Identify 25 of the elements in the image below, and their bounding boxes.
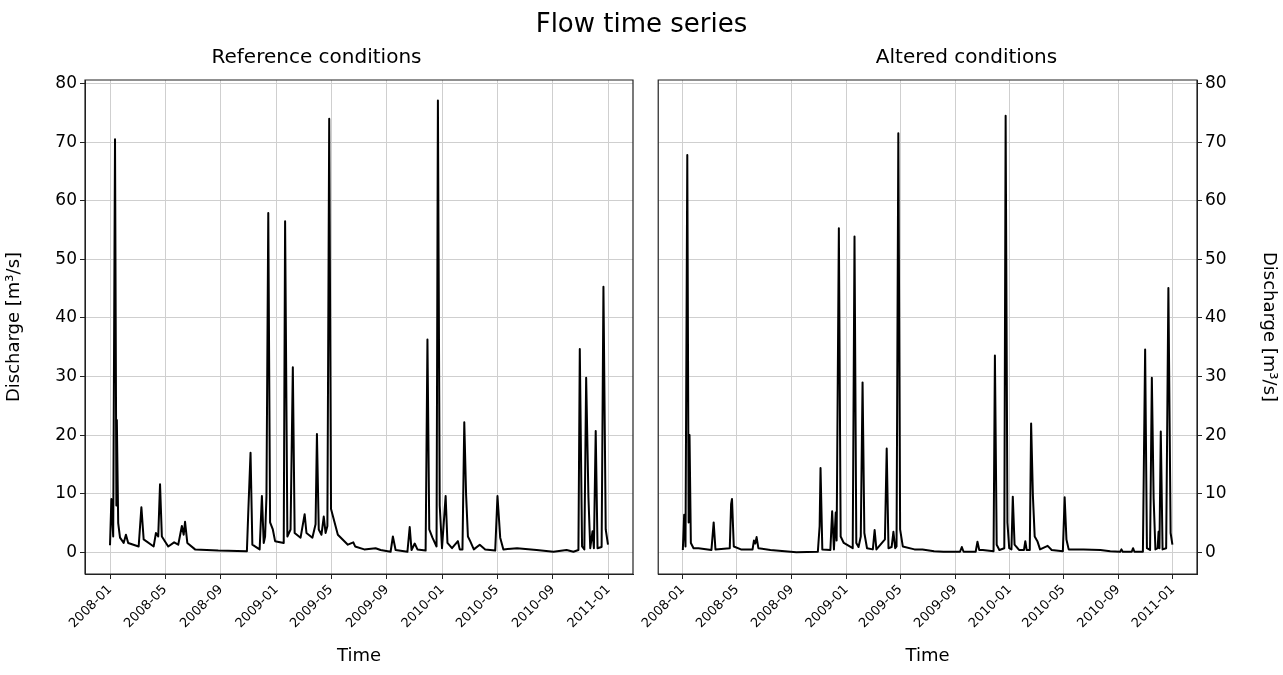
chart-title: Flow time series	[534, 8, 749, 38]
y-tick-label: 10	[55, 482, 77, 503]
y-axis-title: Discharge [m³/s]	[2, 251, 24, 403]
y-tick-label: 80	[55, 71, 77, 92]
y2-tick-label: 70	[1205, 130, 1227, 151]
y2-tick-label: 20	[1205, 423, 1227, 444]
y2-axis-title: Discharge [m³/s]	[1259, 251, 1281, 403]
y2-tick-label: 0	[1205, 540, 1216, 561]
y2-tick-label: 60	[1205, 189, 1227, 210]
x-axis-title: Time	[335, 643, 382, 665]
y2-tick-label: 40	[1205, 306, 1227, 327]
y-tick-label: 0	[66, 540, 77, 561]
chart-subtitle: Reference conditions	[211, 44, 422, 69]
y-tick-label: 20	[55, 423, 77, 444]
chart-subtitle: Altered conditions	[875, 44, 1058, 69]
y2-tick-label: 80	[1205, 71, 1227, 92]
y-tick-label: 50	[55, 247, 77, 268]
y-tick-label: 40	[55, 306, 77, 327]
x-axis-title: Time	[904, 643, 950, 665]
y-tick-label: 60	[55, 189, 77, 210]
y2-tick-label: 50	[1205, 247, 1227, 268]
y-tick-label: 70	[55, 130, 77, 151]
y-tick-label: 30	[55, 364, 77, 385]
y2-tick-label: 30	[1205, 364, 1227, 385]
y2-tick-label: 10	[1205, 482, 1227, 503]
